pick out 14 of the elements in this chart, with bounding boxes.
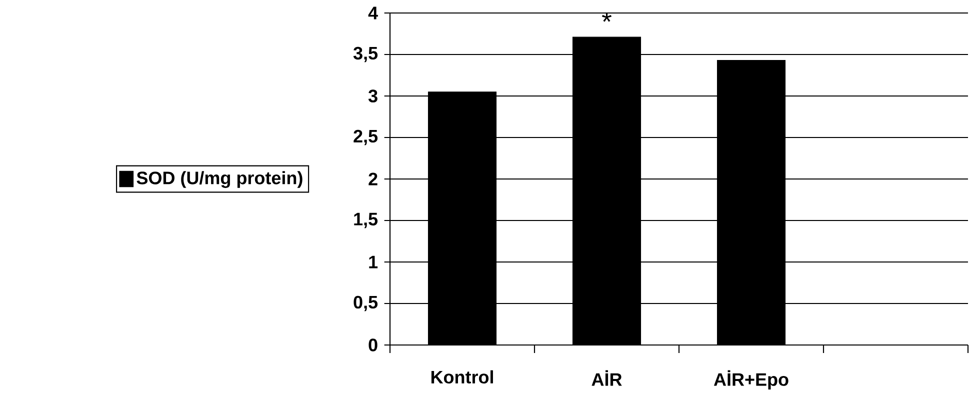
x-tick-label: Kontrol [431,370,493,384]
y-tick-label: 2,5 [354,130,378,146]
y-tick-label: 4 [368,6,378,20]
y-tick-label: 0 [368,338,378,352]
x-tick-label: AİR+Epo [714,370,788,390]
y-tick-label: 0,5 [354,296,378,312]
legend-label: SOD (U/mg protein) [136,171,302,188]
annotation: * [602,12,612,22]
y-tick-label: 2 [368,172,378,186]
y-tick-label: 1,5 [354,212,378,228]
y-tick-label: 1 [369,256,378,268]
y-tick-label: 3 [368,90,378,102]
x-tick-label: AİR [592,370,622,386]
y-tick-label: 3,5 [353,46,378,62]
